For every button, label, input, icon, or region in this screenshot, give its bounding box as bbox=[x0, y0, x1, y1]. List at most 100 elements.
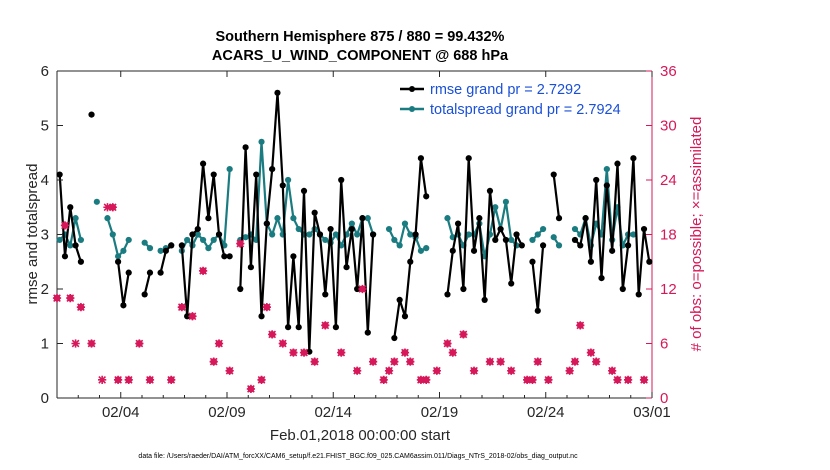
rmse-point bbox=[199, 160, 207, 167]
obs-assimilated-marker bbox=[523, 375, 532, 384]
rmse-point bbox=[587, 258, 595, 265]
totalspread-point bbox=[109, 231, 116, 238]
rmse-point bbox=[454, 220, 462, 227]
rmse-point bbox=[502, 236, 510, 244]
rmse-point bbox=[619, 285, 626, 293]
totalspread-point bbox=[56, 236, 63, 244]
totalspread-point bbox=[555, 242, 563, 249]
rmse-point bbox=[88, 111, 95, 118]
x-tick-label: 02/24 bbox=[527, 404, 565, 421]
obs-assimilated-marker bbox=[60, 221, 70, 230]
x-tick-label: 02/19 bbox=[421, 404, 459, 421]
totalspread-point bbox=[603, 166, 610, 173]
rmse-point bbox=[534, 307, 541, 314]
rmse-point bbox=[67, 204, 74, 211]
obs-assimilated-marker bbox=[198, 266, 208, 275]
totalspread-point bbox=[67, 242, 74, 249]
rmse-point bbox=[322, 291, 329, 298]
totalspread-point bbox=[534, 231, 541, 238]
obs-assimilated-marker bbox=[613, 375, 622, 384]
obs-assimilated-marker bbox=[310, 357, 319, 366]
obs-assimilated-marker bbox=[608, 366, 617, 375]
totalspread-point bbox=[391, 236, 398, 244]
rmse-point bbox=[226, 253, 233, 260]
totalspread-point bbox=[571, 225, 579, 233]
totalspread-point bbox=[146, 245, 154, 252]
obs-assimilated-marker bbox=[135, 339, 144, 348]
rmse-point bbox=[162, 247, 170, 254]
rmse-point bbox=[624, 242, 632, 249]
rmse-point bbox=[295, 324, 302, 331]
rmse-point bbox=[396, 296, 403, 303]
legend-rmse-label: rmse grand pr = 2.7292 bbox=[430, 82, 581, 98]
y-axis-ticks: 0 1 2 3 4 5 6 bbox=[41, 63, 63, 407]
obs-assimilated-marker bbox=[76, 303, 86, 312]
totalspread-point bbox=[104, 215, 111, 222]
y2-tick-label: 36 bbox=[660, 63, 677, 80]
obs-assimilated-marker bbox=[113, 375, 123, 384]
obs-assimilated-marker bbox=[278, 339, 287, 348]
obs-assimilated-marker bbox=[167, 375, 176, 384]
rmse-point bbox=[513, 231, 520, 238]
rmse-point bbox=[210, 171, 217, 178]
obs-assimilated-marker bbox=[71, 339, 80, 348]
rmse-point bbox=[215, 231, 223, 238]
rmse-point bbox=[412, 231, 419, 238]
obs-assimilated-marker bbox=[299, 348, 309, 357]
totalspread-point bbox=[210, 236, 217, 244]
totalspread-point bbox=[508, 236, 515, 244]
totalspread-point bbox=[423, 245, 430, 252]
totalspread-point bbox=[284, 176, 292, 184]
obs-assimilated-marker bbox=[422, 375, 431, 384]
rmse-point bbox=[646, 258, 653, 265]
totalspread-point bbox=[348, 220, 355, 227]
y2-tick-label: 24 bbox=[660, 172, 677, 189]
obs-assimilated-marker bbox=[416, 375, 426, 384]
rmse-point bbox=[391, 334, 398, 342]
rmse-point bbox=[476, 215, 483, 222]
obs-assimilated-marker bbox=[432, 366, 441, 375]
obs-assimilated-marker bbox=[103, 203, 112, 212]
totalspread-point bbox=[492, 204, 499, 211]
rmse-point bbox=[237, 285, 244, 293]
rmse-point bbox=[114, 258, 122, 265]
obs-assimilated-marker bbox=[384, 366, 394, 375]
totalspread-point bbox=[226, 166, 233, 173]
obs-assimilated-marker bbox=[358, 284, 367, 294]
rmse-point bbox=[614, 160, 621, 167]
rmse-point bbox=[311, 209, 318, 216]
obs-assimilated-marker bbox=[108, 203, 117, 212]
y2-tick-label: 18 bbox=[660, 227, 677, 244]
obs-assimilated-marker bbox=[52, 293, 62, 303]
rmse-point bbox=[247, 264, 255, 271]
totalspread-point bbox=[199, 236, 207, 244]
y-tick-label: 5 bbox=[41, 118, 49, 135]
rmse-point bbox=[327, 225, 334, 233]
rmse-line-segment bbox=[180, 162, 230, 318]
rmse-point bbox=[598, 275, 605, 282]
totalspread-point bbox=[306, 231, 313, 238]
totalspread-point bbox=[630, 231, 637, 238]
totalspread-point bbox=[465, 231, 472, 238]
obs-assimilated-marker bbox=[87, 339, 96, 348]
rmse-point bbox=[582, 215, 589, 222]
rmse-line-segment bbox=[143, 272, 152, 295]
y-tick-label: 0 bbox=[41, 390, 49, 407]
totalspread-line-segment bbox=[180, 169, 231, 252]
obs-assimilated-marker bbox=[390, 357, 399, 366]
rmse-point bbox=[460, 285, 467, 293]
rmse-point bbox=[364, 329, 371, 336]
rmse-point bbox=[184, 313, 191, 320]
totalspread-point bbox=[550, 234, 557, 241]
totalspread-point bbox=[93, 198, 100, 205]
rmse-point bbox=[407, 258, 414, 265]
rmse-point bbox=[465, 155, 472, 162]
obs-assimilated-marker bbox=[565, 366, 574, 375]
rmse-point bbox=[630, 155, 637, 162]
obs-assimilated-marker bbox=[225, 366, 234, 375]
rmse-point bbox=[189, 231, 196, 238]
totalspread-point bbox=[332, 231, 340, 238]
obs-assimilated-marker bbox=[496, 357, 505, 366]
rmse-line-segment bbox=[552, 174, 561, 219]
